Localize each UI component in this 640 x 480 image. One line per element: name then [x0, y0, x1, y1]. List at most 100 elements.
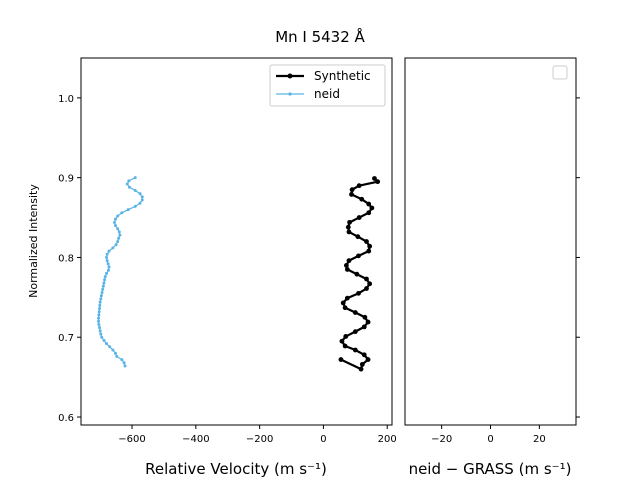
neid-point — [133, 204, 137, 208]
left-legend: Synthetic neid — [269, 64, 386, 107]
left-y-tick-label: 0.8 — [58, 253, 74, 264]
right-x-tick-label: −20 — [431, 434, 452, 445]
synthetic-point — [354, 271, 360, 277]
neid-point — [97, 310, 101, 314]
synthetic-point — [343, 334, 349, 339]
neid-point — [116, 214, 120, 218]
neid-point — [97, 316, 101, 320]
synthetic-point — [365, 319, 371, 325]
neid-point — [113, 351, 117, 355]
neid-point — [127, 179, 131, 183]
synthetic-point — [345, 224, 351, 230]
neid-point — [97, 322, 101, 326]
neid-point — [105, 255, 109, 259]
right-x-tick-label: 0 — [487, 434, 493, 445]
neid-point — [133, 176, 137, 180]
synthetic-point — [343, 263, 349, 268]
synthetic-point — [364, 276, 369, 282]
synthetic-point — [356, 215, 362, 220]
synthetic-point — [359, 361, 365, 367]
neid-point — [108, 345, 112, 349]
left-y-tick-label: 0.6 — [58, 413, 74, 424]
synthetic-point — [361, 324, 367, 330]
left-x-tick-label: −600 — [118, 434, 145, 445]
neid-point — [114, 243, 118, 247]
neid-point — [106, 262, 110, 266]
neid-point — [101, 287, 105, 291]
right-panel: −20 0 20 neid − GRASS (m s⁻¹) — [404, 57, 580, 478]
synthetic-point — [372, 176, 377, 181]
synthetic-point — [349, 187, 355, 193]
legend-neid-label: neid — [314, 87, 340, 101]
synthetic-point — [358, 366, 364, 372]
synthetic-point — [352, 347, 358, 353]
neid-point — [102, 338, 106, 342]
neid-point — [116, 240, 120, 243]
left-series-layer — [97, 176, 381, 372]
synthetic-point — [339, 338, 345, 344]
left-y-ticks: 0.6 0.7 0.8 0.9 1.0 — [58, 94, 81, 424]
neid-point — [99, 332, 103, 336]
neid-point — [98, 329, 102, 333]
synthetic-point — [366, 210, 372, 216]
neid-point — [112, 220, 116, 224]
neid-point — [140, 195, 144, 199]
neid-point — [107, 265, 111, 269]
neid-point — [117, 230, 121, 234]
synthetic-point — [356, 253, 361, 259]
right-x-tick-label: 20 — [533, 434, 546, 445]
left-x-axis-label: Relative Velocity (m s⁻¹) — [145, 460, 327, 478]
synthetic-point — [369, 205, 375, 211]
neid-point — [99, 297, 103, 301]
neid-point — [117, 236, 121, 240]
neid-point — [125, 182, 129, 186]
synthetic-point — [344, 295, 350, 301]
left-x-tick-label: 0 — [320, 434, 326, 445]
legend-synthetic-label: Synthetic — [314, 69, 371, 83]
neid-point — [138, 201, 142, 205]
neid-point — [105, 259, 109, 263]
right-x-ticks: −20 0 20 — [431, 425, 546, 445]
synthetic-point — [356, 290, 361, 296]
left-y-tick-label: 1.0 — [58, 94, 74, 105]
neid-point — [106, 268, 110, 272]
neid-point — [100, 335, 104, 339]
synthetic-point — [366, 248, 372, 254]
neid-point — [123, 364, 127, 368]
neid-point — [126, 208, 130, 212]
right-plot-area — [404, 57, 577, 426]
left-x-ticks: −600 −400 −200 0 200 — [118, 425, 397, 445]
neid-point — [118, 233, 122, 237]
neid-point — [98, 300, 102, 304]
neid-point — [97, 319, 101, 323]
synthetic-point — [349, 192, 354, 197]
left-x-tick-label: −400 — [182, 434, 209, 445]
synthetic-point — [346, 229, 352, 235]
synthetic-point — [342, 343, 348, 349]
neid-point — [111, 246, 115, 250]
synthetic-point — [364, 286, 369, 291]
neid-point — [99, 294, 103, 298]
synthetic-point — [352, 329, 358, 335]
left-x-tick-label: −200 — [246, 434, 273, 445]
synthetic-point — [364, 239, 369, 244]
neid-point — [122, 361, 126, 365]
synthetic-point — [361, 352, 367, 358]
right-empty-legend — [552, 65, 568, 80]
chart-title: Mn I 5432 Å — [275, 27, 365, 46]
synthetic-point — [367, 243, 373, 249]
synthetic-point — [355, 234, 361, 240]
neid-point — [105, 271, 109, 275]
neid-point — [97, 313, 101, 317]
right-y-ticks — [576, 97, 580, 418]
synthetic-point — [367, 281, 373, 287]
synthetic-point — [352, 310, 358, 315]
neid-point — [105, 342, 109, 346]
neid-point — [103, 278, 107, 282]
synthetic-point — [340, 300, 346, 306]
neid-point — [116, 227, 120, 231]
synthetic-point — [347, 219, 352, 225]
synthetic-point — [365, 357, 371, 362]
neid-point — [98, 326, 101, 330]
left-y-tick-label: 0.9 — [58, 174, 74, 185]
